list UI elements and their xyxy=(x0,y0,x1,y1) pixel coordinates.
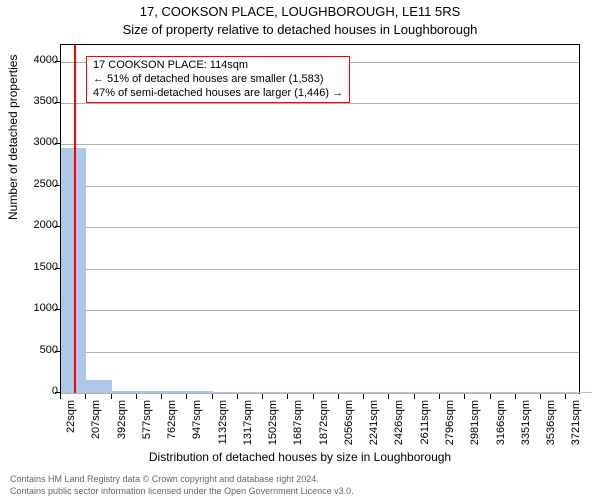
x-tick-mark xyxy=(60,394,61,399)
chart-container: 17, COOKSON PLACE, LOUGHBOROUGH, LE11 5R… xyxy=(0,0,600,500)
y-tick-label: 3500 xyxy=(18,95,58,107)
histogram-bar xyxy=(86,380,111,393)
y-tick-label: 500 xyxy=(18,344,58,356)
x-tick-label: 2241sqm xyxy=(368,400,380,455)
x-tick-mark xyxy=(338,394,339,399)
x-tick-mark xyxy=(85,394,86,399)
y-tick-mark xyxy=(55,61,60,62)
gridline xyxy=(61,144,579,145)
x-tick-label: 3166sqm xyxy=(495,400,507,455)
x-tick-label: 947sqm xyxy=(191,400,203,455)
histogram-bar xyxy=(213,392,238,394)
histogram-bar xyxy=(263,392,288,394)
y-tick-mark xyxy=(55,143,60,144)
x-tick-mark xyxy=(565,394,566,399)
histogram-bar xyxy=(137,391,162,393)
x-tick-label: 1132sqm xyxy=(217,400,229,455)
histogram-bar xyxy=(288,392,313,394)
histogram-bar xyxy=(440,392,465,394)
histogram-bar xyxy=(314,392,339,394)
x-tick-mark xyxy=(313,394,314,399)
x-tick-label: 1502sqm xyxy=(267,400,279,455)
x-tick-label: 1872sqm xyxy=(318,400,330,455)
histogram-bar xyxy=(516,392,541,394)
x-tick-label: 1687sqm xyxy=(292,400,304,455)
x-tick-mark xyxy=(464,394,465,399)
y-tick-label: 2000 xyxy=(18,219,58,231)
x-tick-label: 207sqm xyxy=(90,400,102,455)
chart-subtitle: Size of property relative to detached ho… xyxy=(0,22,600,37)
x-tick-label: 2981sqm xyxy=(469,400,481,455)
x-tick-label: 2056sqm xyxy=(343,400,355,455)
y-tick-label: 1500 xyxy=(18,261,58,273)
x-tick-label: 2611sqm xyxy=(419,400,431,455)
y-tick-label: 1000 xyxy=(18,302,58,314)
histogram-bar xyxy=(339,392,364,394)
x-tick-mark xyxy=(212,394,213,399)
marker-line xyxy=(74,45,76,393)
x-tick-mark xyxy=(287,394,288,399)
footer-line: Contains public sector information licen… xyxy=(10,486,354,496)
y-tick-mark xyxy=(55,351,60,352)
histogram-bar xyxy=(389,392,414,394)
y-tick-mark xyxy=(55,102,60,103)
histogram-bar xyxy=(238,392,263,394)
y-tick-mark xyxy=(55,392,60,393)
histogram-bar xyxy=(491,392,516,394)
footer-line: Contains HM Land Registry data © Crown c… xyxy=(10,474,319,484)
gridline xyxy=(61,269,579,270)
x-tick-mark xyxy=(186,394,187,399)
y-tick-mark xyxy=(55,185,60,186)
x-tick-label: 3351sqm xyxy=(520,400,532,455)
gridline xyxy=(61,352,579,353)
x-tick-mark xyxy=(136,394,137,399)
y-tick-mark xyxy=(55,309,60,310)
histogram-bar xyxy=(566,392,591,394)
x-tick-label: 2796sqm xyxy=(444,400,456,455)
gridline xyxy=(61,310,579,311)
histogram-bar xyxy=(187,391,212,393)
x-tick-label: 22sqm xyxy=(65,400,77,455)
x-tick-mark xyxy=(111,394,112,399)
x-tick-mark xyxy=(363,394,364,399)
histogram-bar xyxy=(541,392,566,394)
x-tick-label: 762sqm xyxy=(166,400,178,455)
annotation-box: 17 COOKSON PLACE: 114sqm ← 51% of detach… xyxy=(86,56,350,103)
y-tick-label: 0 xyxy=(18,385,58,397)
x-tick-mark xyxy=(237,394,238,399)
x-tick-mark xyxy=(388,394,389,399)
x-tick-label: 3536sqm xyxy=(545,400,557,455)
x-tick-mark xyxy=(161,394,162,399)
x-tick-mark xyxy=(439,394,440,399)
gridline xyxy=(61,186,579,187)
x-tick-mark xyxy=(540,394,541,399)
x-tick-label: 392sqm xyxy=(116,400,128,455)
gridline xyxy=(61,227,579,228)
histogram-bar xyxy=(364,392,389,394)
y-tick-label: 3000 xyxy=(18,136,58,148)
annotation-line: 47% of semi-detached houses are larger (… xyxy=(93,87,343,101)
x-tick-label: 3721sqm xyxy=(570,400,582,455)
y-tick-mark xyxy=(55,268,60,269)
histogram-bar xyxy=(415,392,440,394)
x-tick-mark xyxy=(262,394,263,399)
gridline xyxy=(61,393,579,394)
annotation-line: 17 COOKSON PLACE: 114sqm xyxy=(93,59,343,73)
chart-title: 17, COOKSON PLACE, LOUGHBOROUGH, LE11 5R… xyxy=(0,4,600,19)
x-tick-label: 1317sqm xyxy=(242,400,254,455)
x-tick-label: 2426sqm xyxy=(393,400,405,455)
y-tick-label: 2500 xyxy=(18,178,58,190)
histogram-bar xyxy=(112,391,137,393)
x-tick-label: 577sqm xyxy=(141,400,153,455)
histogram-bar xyxy=(162,391,187,393)
histogram-bar xyxy=(465,392,490,394)
annotation-line: ← 51% of detached houses are smaller (1,… xyxy=(93,73,343,87)
x-tick-mark xyxy=(414,394,415,399)
y-tick-mark xyxy=(55,226,60,227)
x-tick-mark xyxy=(490,394,491,399)
y-tick-label: 4000 xyxy=(18,54,58,66)
x-tick-mark xyxy=(515,394,516,399)
